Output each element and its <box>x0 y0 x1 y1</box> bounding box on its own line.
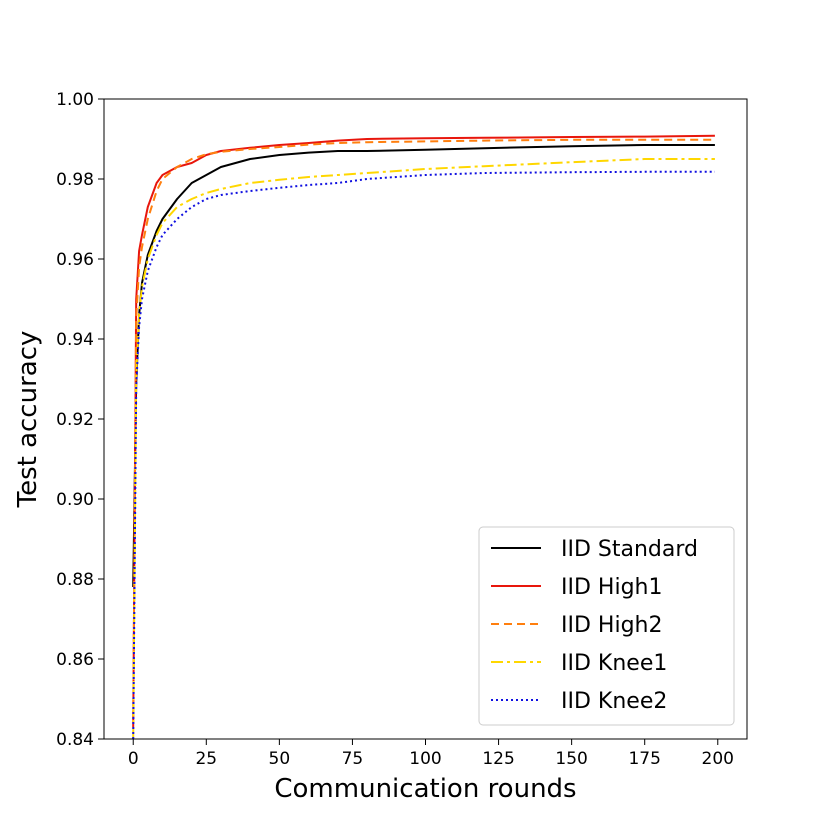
x-tick-label: 125 <box>482 749 514 769</box>
x-tick-label: 75 <box>342 749 364 769</box>
series-layer <box>132 134 715 740</box>
y-tick-label: 1.00 <box>56 90 94 110</box>
series-line-5 <box>132 170 715 740</box>
x-tick-label: 200 <box>702 749 734 769</box>
series-line-3 <box>132 138 715 720</box>
series-line-2 <box>132 134 715 728</box>
y-tick-label: 0.88 <box>56 570 94 590</box>
y-tick-label: 0.92 <box>56 410 94 430</box>
legend-label: IID Standard <box>561 537 698 562</box>
y-tick-label: 0.84 <box>56 730 94 750</box>
y-tick-label: 0.90 <box>56 490 94 510</box>
x-tick-label: 150 <box>555 749 587 769</box>
legend-label: IID Knee2 <box>561 689 667 714</box>
x-axis-label: Communication rounds <box>274 774 576 804</box>
x-tick-label: 175 <box>628 749 660 769</box>
x-axis-ticks: 0 25 50 75 100 125 150 175 200 <box>128 739 734 769</box>
y-tick-label: 0.86 <box>56 650 94 670</box>
series-line-4 <box>132 158 715 740</box>
x-tick-label: 100 <box>409 749 441 769</box>
legend-label: IID High1 <box>561 575 662 600</box>
y-tick-label: 0.98 <box>56 170 94 190</box>
legend-label: IID High2 <box>561 613 662 638</box>
x-tick-label: 0 <box>128 749 139 769</box>
y-tick-label: 0.96 <box>56 250 94 270</box>
x-tick-label: 50 <box>269 749 291 769</box>
legend: IID Standard IID High1 IID High2 IID Knee1 I… <box>478 526 735 726</box>
y-tick-label: 0.94 <box>56 330 94 350</box>
legend-label: IID Knee1 <box>561 651 667 676</box>
legend-box <box>478 526 735 726</box>
series-line-1 <box>132 144 715 588</box>
x-tick-label: 25 <box>195 749 217 769</box>
y-axis-ticks: 0.84 0.86 0.88 0.90 0.92 0.94 0.96 0.98 1.00 <box>56 90 104 750</box>
y-axis-label: Test accuracy <box>13 331 43 509</box>
